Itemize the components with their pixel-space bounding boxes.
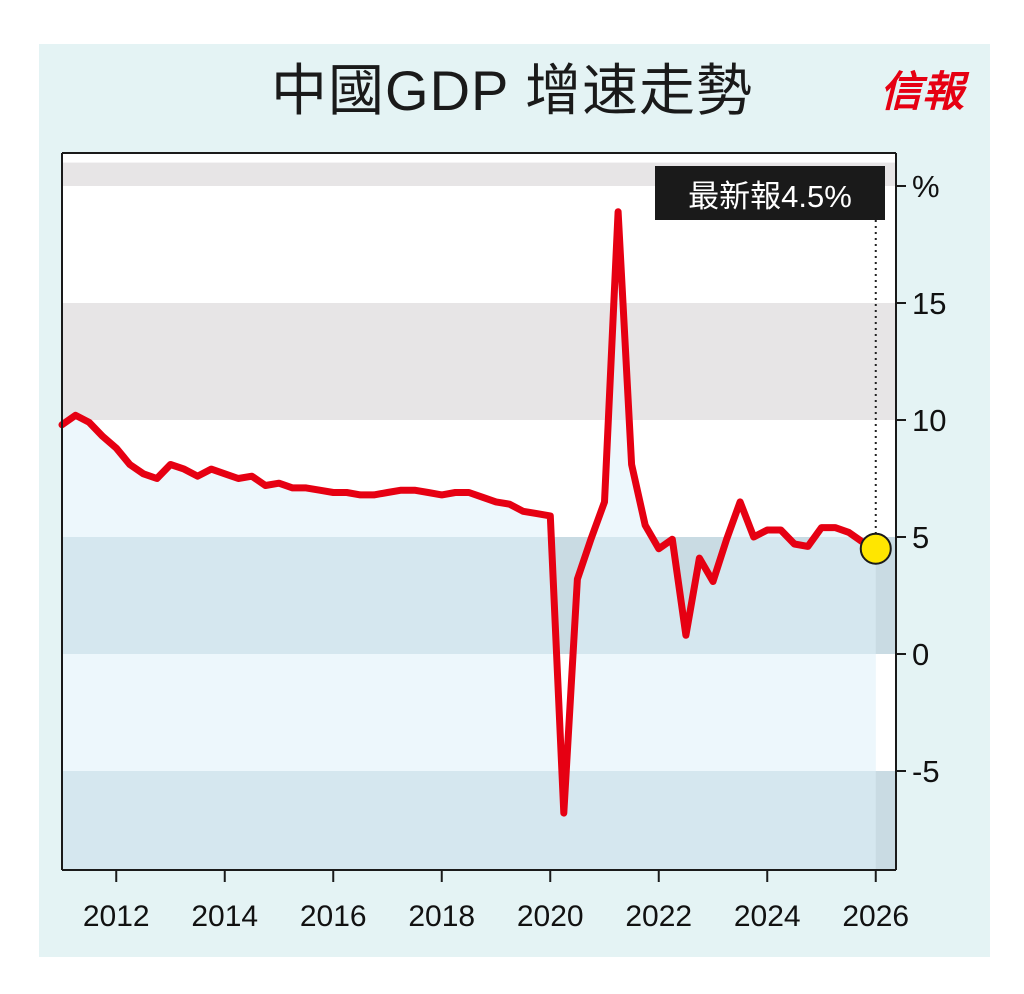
y-tick-label: %	[912, 169, 940, 204]
x-tick-label: 2014	[191, 900, 258, 933]
publisher-logo: 信報	[880, 67, 965, 116]
y-axis-ticks: % 15 10 5 0 -5	[896, 169, 946, 789]
latest-point-marker	[859, 532, 892, 565]
x-tick-label: 2022	[625, 900, 692, 933]
x-axis-ticks: 2012 2014 2016 2018 2020 2022 2024 2026	[83, 870, 909, 933]
x-tick-label: 2020	[517, 900, 584, 933]
y-tick-label: 0	[912, 637, 929, 672]
band-10-15	[62, 303, 896, 420]
x-tick-label: 2018	[408, 900, 475, 933]
latest-value-label: 最新報4.5%	[688, 179, 852, 214]
y-tick-label: 5	[912, 520, 929, 555]
growth-area-fill	[62, 211, 876, 870]
x-tick-label: 2012	[83, 900, 150, 933]
y-tick-label: -5	[912, 754, 940, 789]
latest-value-label-box	[655, 166, 885, 220]
x-tick-label: 2016	[300, 900, 367, 933]
gdp-growth-line	[58, 208, 880, 817]
y-tick-label: 15	[912, 286, 946, 321]
x-tick-label: 2026	[842, 900, 909, 933]
y-tick-label: 10	[912, 403, 946, 438]
chart-title: 中國GDP 增速走勢	[271, 59, 753, 122]
x-tick-label: 2024	[734, 900, 801, 933]
